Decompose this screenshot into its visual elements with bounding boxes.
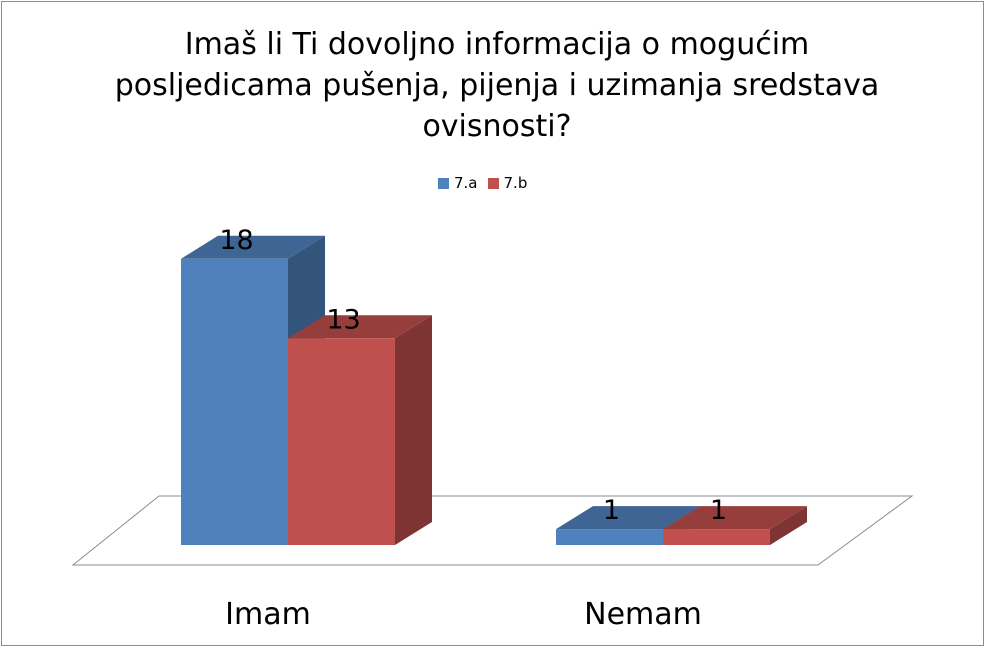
- legend-label-series-2: 7.b: [503, 174, 528, 192]
- bar-nemam-7b-side: [770, 506, 807, 545]
- legend-item-series-1: 7.a: [438, 174, 478, 192]
- bar-nemam-7a-front: [556, 529, 663, 545]
- bar-imam-7b-front: [288, 338, 395, 545]
- legend-swatch-series-2: [487, 177, 499, 189]
- bar-imam-7a-top: [181, 235, 325, 259]
- legend-label-series-1: 7.a: [454, 174, 478, 192]
- legend-swatch-series-1: [438, 177, 449, 189]
- data-label-nemam-7b: 1: [710, 495, 727, 526]
- data-label-imam-7b: 13: [326, 304, 360, 335]
- category-label-imam: Imam: [225, 597, 311, 632]
- legend-item-series-2: 7.b: [487, 174, 528, 192]
- category-label-nemam: Nemam: [584, 597, 702, 632]
- chart-title: Imaš li Ti dovoljno informacija o mogući…: [114, 27, 880, 144]
- bar-nemam-7b-front: [663, 529, 770, 545]
- data-label-nemam-7a: 1: [603, 495, 620, 526]
- bar-imam-7a-front: [181, 258, 288, 545]
- bar-imam-7b-top: [288, 315, 432, 339]
- bar-nemam-7a-top: [556, 506, 700, 530]
- legend: 7.a 7.b: [438, 172, 527, 194]
- bar-nemam-7b-top: [663, 506, 807, 530]
- data-label-imam-7a: 18: [219, 225, 253, 256]
- bar-imam-7b-side: [395, 315, 432, 545]
